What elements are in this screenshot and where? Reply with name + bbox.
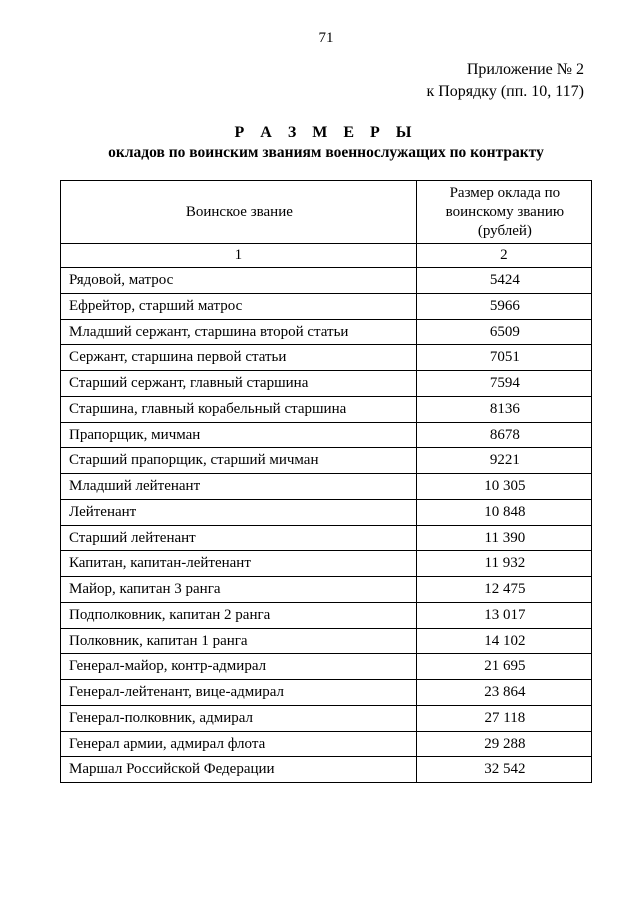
table-row: Подполковник, капитан 2 ранга13 017 — [61, 602, 592, 628]
amount-cell: 12 475 — [416, 577, 591, 603]
table-row: Генерал армии, адмирал флота29 288 — [61, 731, 592, 757]
rank-cell: Генерал-полковник, адмирал — [61, 705, 417, 731]
amount-cell: 11 932 — [416, 551, 591, 577]
col-number-2: 2 — [416, 244, 591, 268]
amount-cell: 27 118 — [416, 705, 591, 731]
table-row: Генерал-лейтенант, вице-адмирал23 864 — [61, 680, 592, 706]
rank-cell: Старший сержант, главный старшина — [61, 371, 417, 397]
rank-cell: Полковник, капитан 1 ранга — [61, 628, 417, 654]
amount-cell: 7594 — [416, 371, 591, 397]
page-number: 71 — [60, 30, 592, 47]
amount-cell: 10 305 — [416, 474, 591, 500]
amount-cell: 10 848 — [416, 499, 591, 525]
rank-cell: Сержант, старшина первой статьи — [61, 345, 417, 371]
rank-cell: Старшина, главный корабельный старшина — [61, 396, 417, 422]
table-row: Младший лейтенант10 305 — [61, 474, 592, 500]
appendix-line-2: к Порядку (пп. 10, 117) — [60, 81, 584, 103]
table-row: Младший сержант, старшина второй статьи6… — [61, 319, 592, 345]
table-row: Прапорщик, мичман8678 — [61, 422, 592, 448]
rank-cell: Подполковник, капитан 2 ранга — [61, 602, 417, 628]
table-row: Майор, капитан 3 ранга12 475 — [61, 577, 592, 603]
table-row: Старший прапорщик, старший мичман9221 — [61, 448, 592, 474]
table-row: Лейтенант10 848 — [61, 499, 592, 525]
rank-cell: Майор, капитан 3 ранга — [61, 577, 417, 603]
amount-cell: 5966 — [416, 293, 591, 319]
rank-cell: Лейтенант — [61, 499, 417, 525]
table-row: Сержант, старшина первой статьи7051 — [61, 345, 592, 371]
appendix-line-1: Приложение № 2 — [60, 59, 584, 81]
table-header-row: Воинское звание Размер оклада по воинско… — [61, 181, 592, 244]
amount-cell: 23 864 — [416, 680, 591, 706]
title-main: Р А З М Е Р Ы — [60, 124, 592, 142]
amount-cell: 21 695 — [416, 654, 591, 680]
amount-cell: 7051 — [416, 345, 591, 371]
title-sub: окладов по воинским званиям военнослужащ… — [60, 144, 592, 162]
document-page: 71 Приложение № 2 к Порядку (пп. 10, 117… — [0, 0, 640, 823]
amount-cell: 14 102 — [416, 628, 591, 654]
amount-cell: 29 288 — [416, 731, 591, 757]
amount-cell: 11 390 — [416, 525, 591, 551]
amount-cell: 32 542 — [416, 757, 591, 783]
col-header-amount: Размер оклада по воинскому званию (рубле… — [416, 181, 591, 244]
col-number-1: 1 — [61, 244, 417, 268]
table-row: Старший лейтенант11 390 — [61, 525, 592, 551]
table-row: Полковник, капитан 1 ранга14 102 — [61, 628, 592, 654]
table-row: Старшина, главный корабельный старшина81… — [61, 396, 592, 422]
rank-cell: Ефрейтор, старший матрос — [61, 293, 417, 319]
rank-cell: Маршал Российской Федерации — [61, 757, 417, 783]
rank-cell: Младший сержант, старшина второй статьи — [61, 319, 417, 345]
rank-cell: Генерал-лейтенант, вице-адмирал — [61, 680, 417, 706]
table-row: Маршал Российской Федерации32 542 — [61, 757, 592, 783]
table-row: Генерал-майор, контр-адмирал21 695 — [61, 654, 592, 680]
rank-cell: Младший лейтенант — [61, 474, 417, 500]
col-header-rank: Воинское звание — [61, 181, 417, 244]
rank-cell: Генерал-майор, контр-адмирал — [61, 654, 417, 680]
amount-cell: 13 017 — [416, 602, 591, 628]
rank-cell: Старший лейтенант — [61, 525, 417, 551]
table-row: Капитан, капитан-лейтенант11 932 — [61, 551, 592, 577]
table-body: Рядовой, матрос5424Ефрейтор, старший мат… — [61, 268, 592, 783]
table-row: Ефрейтор, старший матрос5966 — [61, 293, 592, 319]
table-row: Рядовой, матрос5424 — [61, 268, 592, 294]
rank-cell: Прапорщик, мичман — [61, 422, 417, 448]
amount-cell: 6509 — [416, 319, 591, 345]
rank-cell: Рядовой, матрос — [61, 268, 417, 294]
appendix-block: Приложение № 2 к Порядку (пп. 10, 117) — [60, 59, 592, 102]
rank-cell: Старший прапорщик, старший мичман — [61, 448, 417, 474]
rank-cell: Капитан, капитан-лейтенант — [61, 551, 417, 577]
table-row: Старший сержант, главный старшина7594 — [61, 371, 592, 397]
salary-table: Воинское звание Размер оклада по воинско… — [60, 180, 592, 783]
amount-cell: 8678 — [416, 422, 591, 448]
table-row: Генерал-полковник, адмирал27 118 — [61, 705, 592, 731]
amount-cell: 5424 — [416, 268, 591, 294]
amount-cell: 8136 — [416, 396, 591, 422]
amount-cell: 9221 — [416, 448, 591, 474]
table-colnum-row: 1 2 — [61, 244, 592, 268]
rank-cell: Генерал армии, адмирал флота — [61, 731, 417, 757]
